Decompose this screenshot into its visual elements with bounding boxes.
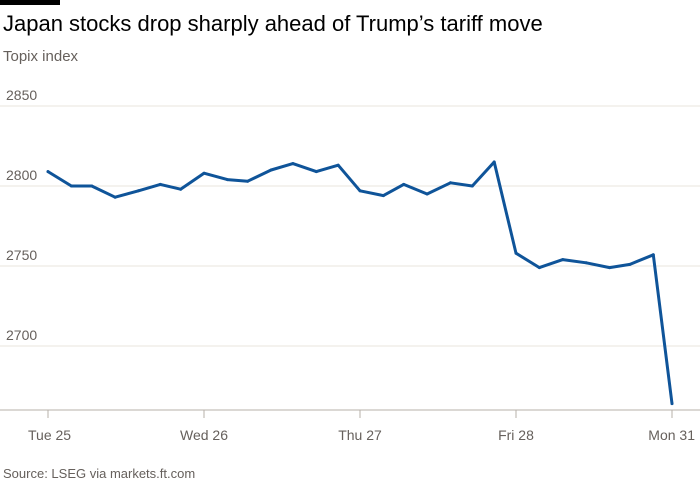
data-point-27 <box>651 253 655 257</box>
data-point-23 <box>561 258 565 262</box>
source-note: Source: LSEG via markets.ft.com <box>3 466 196 481</box>
data-point-16 <box>402 182 406 186</box>
data-point-21 <box>514 251 518 255</box>
data-point-3 <box>113 195 117 199</box>
x-axis: Tue 25 Wed 26 Thu 27 Fri 28 Mon 31 <box>0 409 700 443</box>
data-point-25 <box>608 266 612 270</box>
data-point-8 <box>225 178 229 182</box>
data-point-19 <box>470 184 474 188</box>
data-point-22 <box>537 266 541 270</box>
x-tick-label-0: Tue 25 <box>28 427 71 443</box>
data-point-18 <box>448 181 452 185</box>
y-tick-label-2850: 2850 <box>6 87 37 103</box>
data-point-1 <box>69 184 73 188</box>
series-layer <box>46 160 674 406</box>
data-point-26 <box>628 262 632 266</box>
data-point-0 <box>46 170 50 174</box>
data-point-10 <box>269 168 273 172</box>
chart-subtitle: Topix index <box>3 48 79 65</box>
y-axis-labels: 2700 2750 2800 2850 <box>6 87 37 343</box>
data-point-5 <box>158 182 162 186</box>
series-line-0 <box>46 160 674 406</box>
data-point-12 <box>314 170 318 174</box>
data-point-4 <box>136 189 140 193</box>
y-tick-label-2800: 2800 <box>6 167 37 183</box>
data-point-14 <box>358 189 362 193</box>
brand-bar <box>0 0 60 5</box>
y-tick-label-2700: 2700 <box>6 327 37 343</box>
data-point-28 <box>670 402 674 406</box>
x-tick-label-2: Thu 27 <box>338 427 382 443</box>
x-tick-label-3: Fri 28 <box>498 427 534 443</box>
data-point-24 <box>584 261 588 265</box>
y-tick-label-2750: 2750 <box>6 247 37 263</box>
data-point-9 <box>246 179 250 183</box>
chart-title: Japan stocks drop sharply ahead of Trump… <box>3 11 543 36</box>
x-tick-label-4: Mon 31 <box>648 427 695 443</box>
data-point-17 <box>425 192 429 196</box>
data-point-15 <box>381 194 385 198</box>
x-tick-label-1: Wed 26 <box>180 427 228 443</box>
data-point-11 <box>291 162 295 166</box>
grid-lines <box>0 105 700 347</box>
data-point-2 <box>90 184 94 188</box>
data-point-6 <box>179 187 183 191</box>
data-point-20 <box>492 160 496 164</box>
data-point-13 <box>336 163 340 167</box>
data-point-7 <box>202 171 206 175</box>
